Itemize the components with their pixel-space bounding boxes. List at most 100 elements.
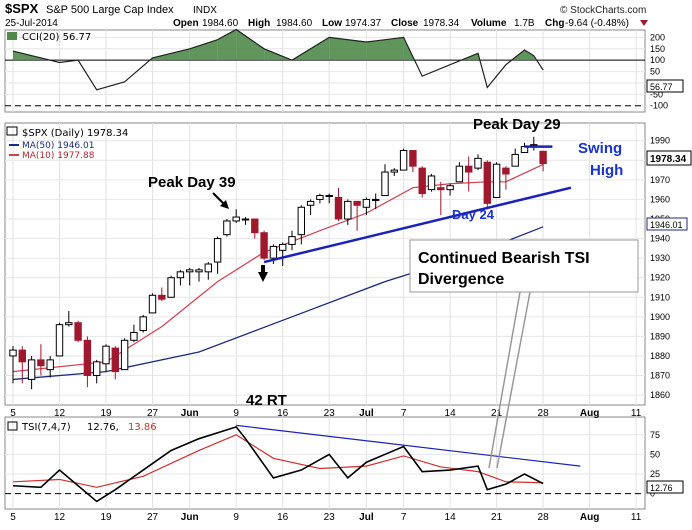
x-tick-label: 14 [445,408,457,419]
x-tick-label: 11 [631,408,642,419]
high-label: High [248,18,270,29]
x-tick-label: 9 [233,408,239,419]
candle-body [511,153,519,167]
peak-day-29-label: Peak Day 29 [473,116,561,133]
x-tick-label: 9 [233,512,239,523]
low-label: Low [322,18,342,29]
candle-body [176,271,185,279]
x-tick-label: 5 [10,512,16,523]
price-legend-title: $SPX (Daily) 1978.34 [22,128,128,139]
candle-body [269,245,278,259]
candle-body [111,347,119,373]
price-tick-label: 1900 [650,312,670,322]
x-tick-label: 16 [277,408,289,419]
candle-body [465,165,473,173]
cci-last-value: 56.77 [650,82,673,92]
tsi-last-value-flag [646,480,684,494]
candle-body [120,339,129,371]
price-tick-label: 1960 [650,194,670,204]
close-flag-value: 1978.34 [650,154,687,165]
candle-body [325,195,333,198]
volume-value: 1.7B [514,18,535,29]
candle-body [306,200,315,206]
candle-body [399,150,408,171]
cci-line [12,28,544,91]
x-tick-label: Jun [181,512,199,523]
cci-fill-area [189,39,218,61]
support-trendline [263,186,572,264]
candle-body [362,198,371,208]
price-tick-label: 1880 [650,351,670,361]
candle-body [492,163,501,198]
candle-body [427,175,436,191]
candle-body [83,339,92,377]
x-tick-label: Aug [580,512,599,523]
swing-high-label-line1: Swing High [578,140,623,179]
cci-fill-area [524,49,534,61]
close-flag [646,150,692,166]
candle-body [9,349,17,357]
down-triangle-icon [640,20,648,26]
candle-body [46,359,54,371]
callout-pointer-2 [496,291,531,469]
candle-body [195,269,203,273]
candle-body [455,165,464,183]
open-value: 1984.60 [202,18,239,29]
candle-body [158,294,166,300]
high-value: 1984.60 [276,18,313,29]
x-tick-label: 11 [631,512,642,523]
cci-tick-label: 50 [650,67,660,77]
x-tick-label: 5 [10,408,16,419]
candle-body [37,359,45,367]
price-tick-label: 1910 [650,292,670,302]
candle-body [437,187,445,191]
price-tick-label: 1940 [650,234,670,244]
candle-body [232,216,240,222]
price-legend-icon [6,126,18,136]
price-tick-label: 1860 [650,390,670,400]
candle-body [316,195,324,200]
callout-pointer-1 [488,291,521,469]
candle-body [539,150,547,165]
x-tick-label: 23 [324,512,336,523]
candle-body [502,167,510,175]
day-24-label: Day 24 [452,207,495,222]
candle-body [288,236,296,245]
close-label: Close [391,18,419,29]
cci-fill-area [329,37,367,61]
tsi-tick-label: 75 [650,430,660,440]
price-tick-label: 1970 [650,175,670,185]
low-arrow-icon [258,265,268,282]
ma50-flag-value: 1946.01 [650,220,683,230]
candle-body [279,243,287,251]
candle-body [241,218,250,221]
candle-body [93,361,101,377]
candle-body [251,218,259,234]
x-tick-label: 28 [538,408,550,419]
tsi-tick-label: 50 [650,449,660,459]
date-text: 25-Jul-2014 [5,18,58,29]
tsi-line [12,425,544,503]
candle-body [102,345,110,365]
brand-text: © StockCharts.com [560,5,646,16]
cci-fill-area [217,29,237,61]
x-tick-label: 23 [324,408,336,419]
cci-tick-label: 200 [650,32,665,42]
candle-body [65,322,73,326]
close-value: 1978.34 [423,18,460,29]
chg-label: Chg [545,18,564,29]
x-tick-label: 28 [538,512,550,523]
x-tick-label: Jun [181,408,199,419]
candle-body [167,277,175,298]
candle-body [390,169,399,173]
tsi-signal-line [12,434,544,488]
candle-body [353,200,361,206]
cci-tick-label: 100 [650,55,665,65]
x-tick-label: 16 [277,512,289,523]
ma50-legend: MA(50) 1946.01 [22,141,94,151]
cci-tick-label: 150 [650,44,665,54]
index-name-text: S&P 500 Large Cap Index [46,4,174,16]
divergence-callout-box [409,239,639,293]
x-tick-label: 12 [54,512,66,523]
